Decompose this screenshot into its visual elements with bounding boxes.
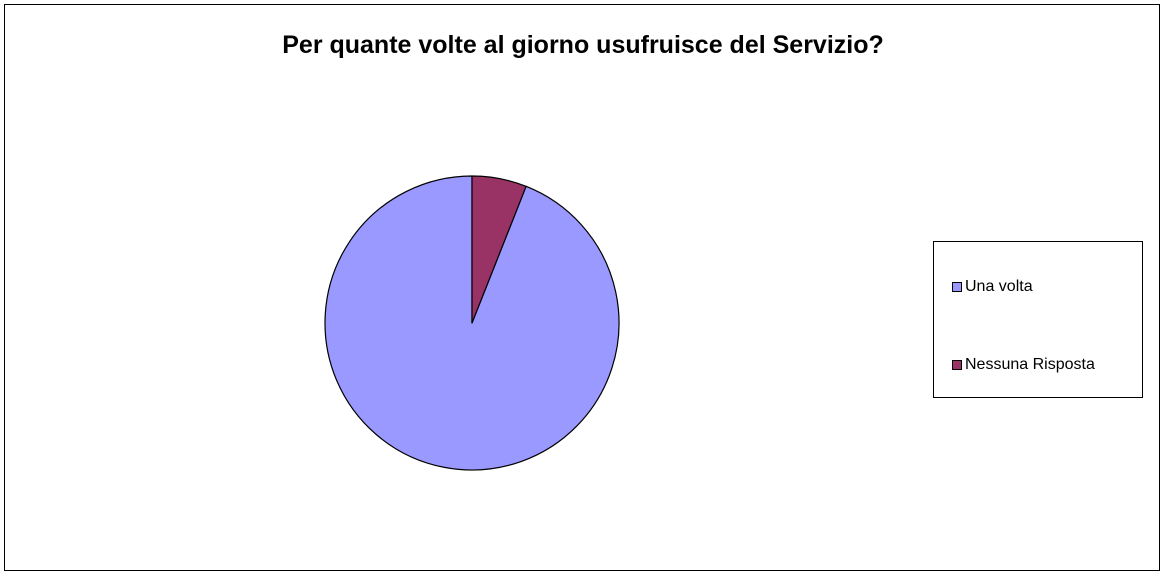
chart-title: Per quante volte al giorno usufruisce de…: [282, 31, 884, 59]
legend: Una volta Nessuna Risposta: [933, 241, 1143, 398]
legend-label-nessuna-risposta: Nessuna Risposta: [965, 356, 1095, 373]
legend-label-una-volta: Una volta: [965, 278, 1033, 295]
legend-swatch-una-volta: [952, 282, 962, 292]
pie-slice-nessuna-risposta: [471, 175, 527, 324]
legend-swatch-nessuna-risposta: [952, 360, 962, 370]
legend-item-nessuna-risposta: Nessuna Risposta: [952, 355, 1095, 375]
legend-item-una-volta: Una volta: [952, 277, 1033, 297]
